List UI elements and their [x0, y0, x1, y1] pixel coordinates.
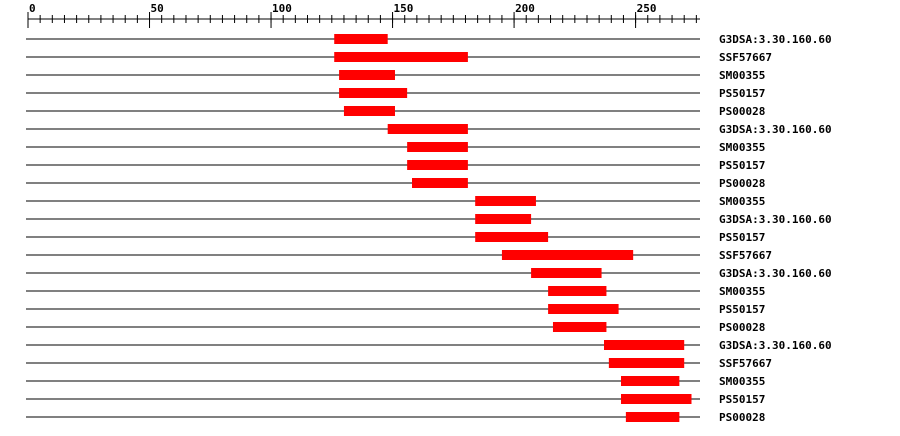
- domain-label: PS00028: [719, 321, 765, 334]
- domain-bar: [407, 142, 468, 152]
- x-tick-label: 200: [515, 2, 535, 15]
- domain-label: G3DSA:3.30.160.60: [719, 213, 832, 226]
- domain-label: SM00355: [719, 195, 765, 208]
- domain-bar: [621, 376, 680, 386]
- domain-bar: [334, 52, 468, 62]
- domain-bar: [548, 304, 619, 314]
- x-tick-label: 150: [394, 2, 414, 15]
- domain-label: SM00355: [719, 69, 765, 82]
- domain-bar: [339, 70, 395, 80]
- domain-label: SM00355: [719, 141, 765, 154]
- x-tick-label: 100: [272, 2, 292, 15]
- domain-bar: [334, 34, 388, 44]
- x-tick-label: 50: [151, 2, 164, 15]
- domain-label: G3DSA:3.30.160.60: [719, 33, 832, 46]
- domain-bar: [343, 106, 395, 116]
- domain-bar: [552, 322, 607, 332]
- domain-bar: [604, 340, 685, 350]
- domain-label: SSF57667: [719, 51, 772, 64]
- x-tick-label: 0: [29, 2, 36, 15]
- domain-label: PS50157: [719, 303, 765, 316]
- x-tick-label: 250: [637, 2, 657, 15]
- domain-label: PS00028: [719, 177, 765, 190]
- domain-label: PS50157: [719, 87, 765, 100]
- domain-label: G3DSA:3.30.160.60: [719, 123, 832, 136]
- domain-label: PS50157: [719, 231, 765, 244]
- domain-label: PS50157: [719, 159, 765, 172]
- domain-label: SSF57667: [719, 249, 772, 262]
- domain-label: SM00355: [719, 285, 765, 298]
- domain-bar: [531, 268, 602, 278]
- domain-bar: [412, 178, 468, 188]
- domain-label: SM00355: [719, 375, 765, 388]
- domain-bar: [501, 250, 634, 260]
- domain-bar: [608, 358, 685, 368]
- domain-bar: [339, 88, 408, 98]
- domain-label: PS50157: [719, 393, 765, 406]
- domain-label: PS00028: [719, 411, 765, 424]
- domain-label: SSF57667: [719, 357, 772, 370]
- domain-bar: [475, 214, 532, 224]
- domain-label: PS00028: [719, 105, 765, 118]
- domain-bar: [387, 124, 468, 134]
- domain-label: G3DSA:3.30.160.60: [719, 339, 832, 352]
- domain-bar: [475, 196, 536, 206]
- domain-bar: [621, 394, 692, 404]
- domain-label: G3DSA:3.30.160.60: [719, 267, 832, 280]
- domain-bar: [548, 286, 607, 296]
- domain-bar: [407, 160, 468, 170]
- domain-bar: [475, 232, 549, 242]
- domain-bar: [625, 412, 680, 422]
